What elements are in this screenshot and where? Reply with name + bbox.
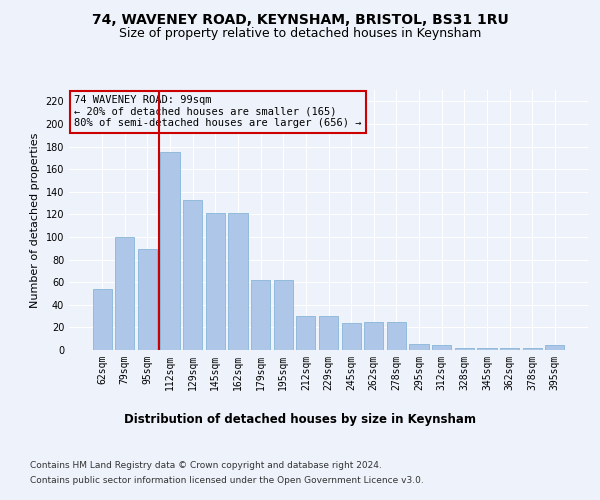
Bar <box>341 323 361 350</box>
Bar <box>364 322 383 350</box>
Bar <box>387 322 406 350</box>
Bar <box>160 152 180 350</box>
Bar <box>477 348 497 350</box>
Text: Size of property relative to detached houses in Keynsham: Size of property relative to detached ho… <box>119 28 481 40</box>
Bar <box>229 213 248 350</box>
Bar <box>183 200 202 350</box>
Bar <box>92 289 112 350</box>
Bar <box>523 348 542 350</box>
Bar <box>296 316 316 350</box>
Bar <box>319 316 338 350</box>
Text: Distribution of detached houses by size in Keynsham: Distribution of detached houses by size … <box>124 412 476 426</box>
Bar <box>545 346 565 350</box>
Text: 74, WAVENEY ROAD, KEYNSHAM, BRISTOL, BS31 1RU: 74, WAVENEY ROAD, KEYNSHAM, BRISTOL, BS3… <box>92 12 508 26</box>
Bar <box>432 346 451 350</box>
Y-axis label: Number of detached properties: Number of detached properties <box>30 132 40 308</box>
Bar <box>138 250 157 350</box>
Text: Contains public sector information licensed under the Open Government Licence v3: Contains public sector information licen… <box>30 476 424 485</box>
Bar <box>500 348 519 350</box>
Bar <box>206 213 225 350</box>
Bar <box>455 348 474 350</box>
Bar <box>115 237 134 350</box>
Text: Contains HM Land Registry data © Crown copyright and database right 2024.: Contains HM Land Registry data © Crown c… <box>30 461 382 470</box>
Bar <box>274 280 293 350</box>
Bar <box>409 344 428 350</box>
Text: 74 WAVENEY ROAD: 99sqm
← 20% of detached houses are smaller (165)
80% of semi-de: 74 WAVENEY ROAD: 99sqm ← 20% of detached… <box>74 95 362 128</box>
Bar <box>251 280 270 350</box>
